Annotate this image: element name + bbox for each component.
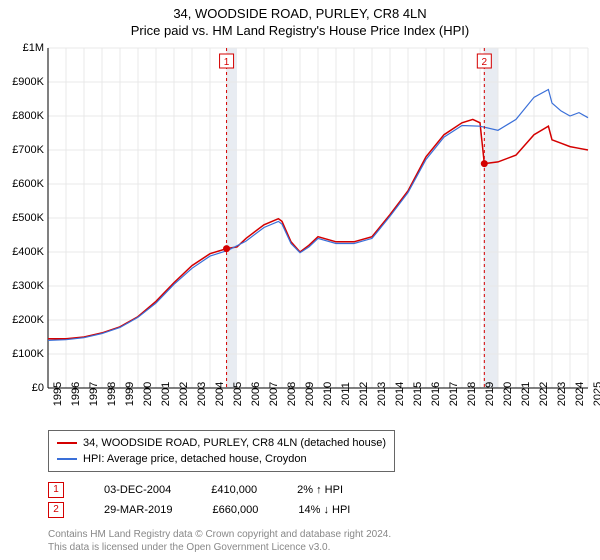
ytick-label: £700K — [2, 144, 44, 156]
attribution-line1: Contains HM Land Registry data © Crown c… — [48, 528, 588, 541]
xtick-label: 2021 — [520, 382, 532, 406]
xtick-label: 1995 — [52, 382, 64, 406]
xtick-label: 2019 — [484, 382, 496, 406]
xtick-label: 2004 — [214, 382, 226, 406]
ytick-label: £400K — [2, 246, 44, 258]
xtick-label: 2002 — [178, 382, 190, 406]
xtick-label: 2001 — [160, 382, 172, 406]
marker-badge-1: 1 — [48, 482, 64, 498]
xtick-label: 2022 — [538, 382, 550, 406]
legend-row-hpi: HPI: Average price, detached house, Croy… — [57, 451, 386, 467]
svg-text:2: 2 — [482, 57, 488, 68]
marker-row-1: 1 03-DEC-2004 £410,000 2% ↑ HPI — [48, 480, 588, 500]
ytick-label: £800K — [2, 110, 44, 122]
xtick-label: 1996 — [70, 382, 82, 406]
marker-badge-2: 2 — [48, 502, 64, 518]
chart-title-line1: 34, WOODSIDE ROAD, PURLEY, CR8 4LN — [0, 6, 600, 21]
xtick-label: 2012 — [358, 382, 370, 406]
xtick-label: 1999 — [124, 382, 136, 406]
xtick-label: 2024 — [574, 382, 586, 406]
marker-table: 1 03-DEC-2004 £410,000 2% ↑ HPI 2 29-MAR… — [48, 480, 588, 520]
chart-svg: 12 — [48, 48, 588, 388]
xtick-label: 1997 — [88, 382, 100, 406]
xtick-label: 2009 — [304, 382, 316, 406]
ytick-label: £100K — [2, 348, 44, 360]
marker-date-1: 03-DEC-2004 — [104, 480, 171, 500]
xtick-label: 2005 — [232, 382, 244, 406]
legend-label-property: 34, WOODSIDE ROAD, PURLEY, CR8 4LN (deta… — [83, 435, 386, 451]
xtick-label: 2020 — [502, 382, 514, 406]
ytick-label: £500K — [2, 212, 44, 224]
ytick-label: £300K — [2, 280, 44, 292]
ytick-label: £200K — [2, 314, 44, 326]
xtick-label: 1998 — [106, 382, 118, 406]
xtick-label: 2023 — [556, 382, 568, 406]
xtick-label: 2014 — [394, 382, 406, 406]
chart-title-line2: Price paid vs. HM Land Registry's House … — [0, 23, 600, 38]
xtick-label: 2007 — [268, 382, 280, 406]
xtick-label: 2003 — [196, 382, 208, 406]
legend-swatch-property — [57, 442, 77, 444]
xtick-label: 2010 — [322, 382, 334, 406]
legend-swatch-hpi — [57, 458, 77, 460]
marker-price-1: £410,000 — [211, 480, 257, 500]
marker-row-2: 2 29-MAR-2019 £660,000 14% ↓ HPI — [48, 500, 588, 520]
ytick-label: £600K — [2, 178, 44, 190]
xtick-label: 2008 — [286, 382, 298, 406]
xtick-label: 2025 — [592, 382, 600, 406]
marker-diff-2: 14% ↓ HPI — [298, 500, 350, 520]
xtick-label: 2006 — [250, 382, 262, 406]
ytick-label: £1M — [2, 42, 44, 54]
chart-footer: 34, WOODSIDE ROAD, PURLEY, CR8 4LN (deta… — [48, 430, 588, 554]
ytick-label: £0 — [2, 382, 44, 394]
xtick-label: 2011 — [340, 382, 352, 406]
xtick-label: 2018 — [466, 382, 478, 406]
xtick-label: 2016 — [430, 382, 442, 406]
legend-box: 34, WOODSIDE ROAD, PURLEY, CR8 4LN (deta… — [48, 430, 395, 472]
marker-price-2: £660,000 — [212, 500, 258, 520]
legend-row-property: 34, WOODSIDE ROAD, PURLEY, CR8 4LN (deta… — [57, 435, 386, 451]
legend-label-hpi: HPI: Average price, detached house, Croy… — [83, 451, 307, 467]
xtick-label: 2000 — [142, 382, 154, 406]
ytick-label: £900K — [2, 76, 44, 88]
marker-diff-1: 2% ↑ HPI — [297, 480, 343, 500]
attribution-block: Contains HM Land Registry data © Crown c… — [48, 528, 588, 554]
xtick-label: 2017 — [448, 382, 460, 406]
chart-title-block: 34, WOODSIDE ROAD, PURLEY, CR8 4LN Price… — [0, 0, 600, 38]
attribution-line2: This data is licensed under the Open Gov… — [48, 541, 588, 554]
xtick-label: 2015 — [412, 382, 424, 406]
xtick-label: 2013 — [376, 382, 388, 406]
chart-plot-area: 12 £0£100K£200K£300K£400K£500K£600K£700K… — [48, 48, 588, 388]
svg-text:1: 1 — [224, 57, 230, 68]
marker-date-2: 29-MAR-2019 — [104, 500, 172, 520]
